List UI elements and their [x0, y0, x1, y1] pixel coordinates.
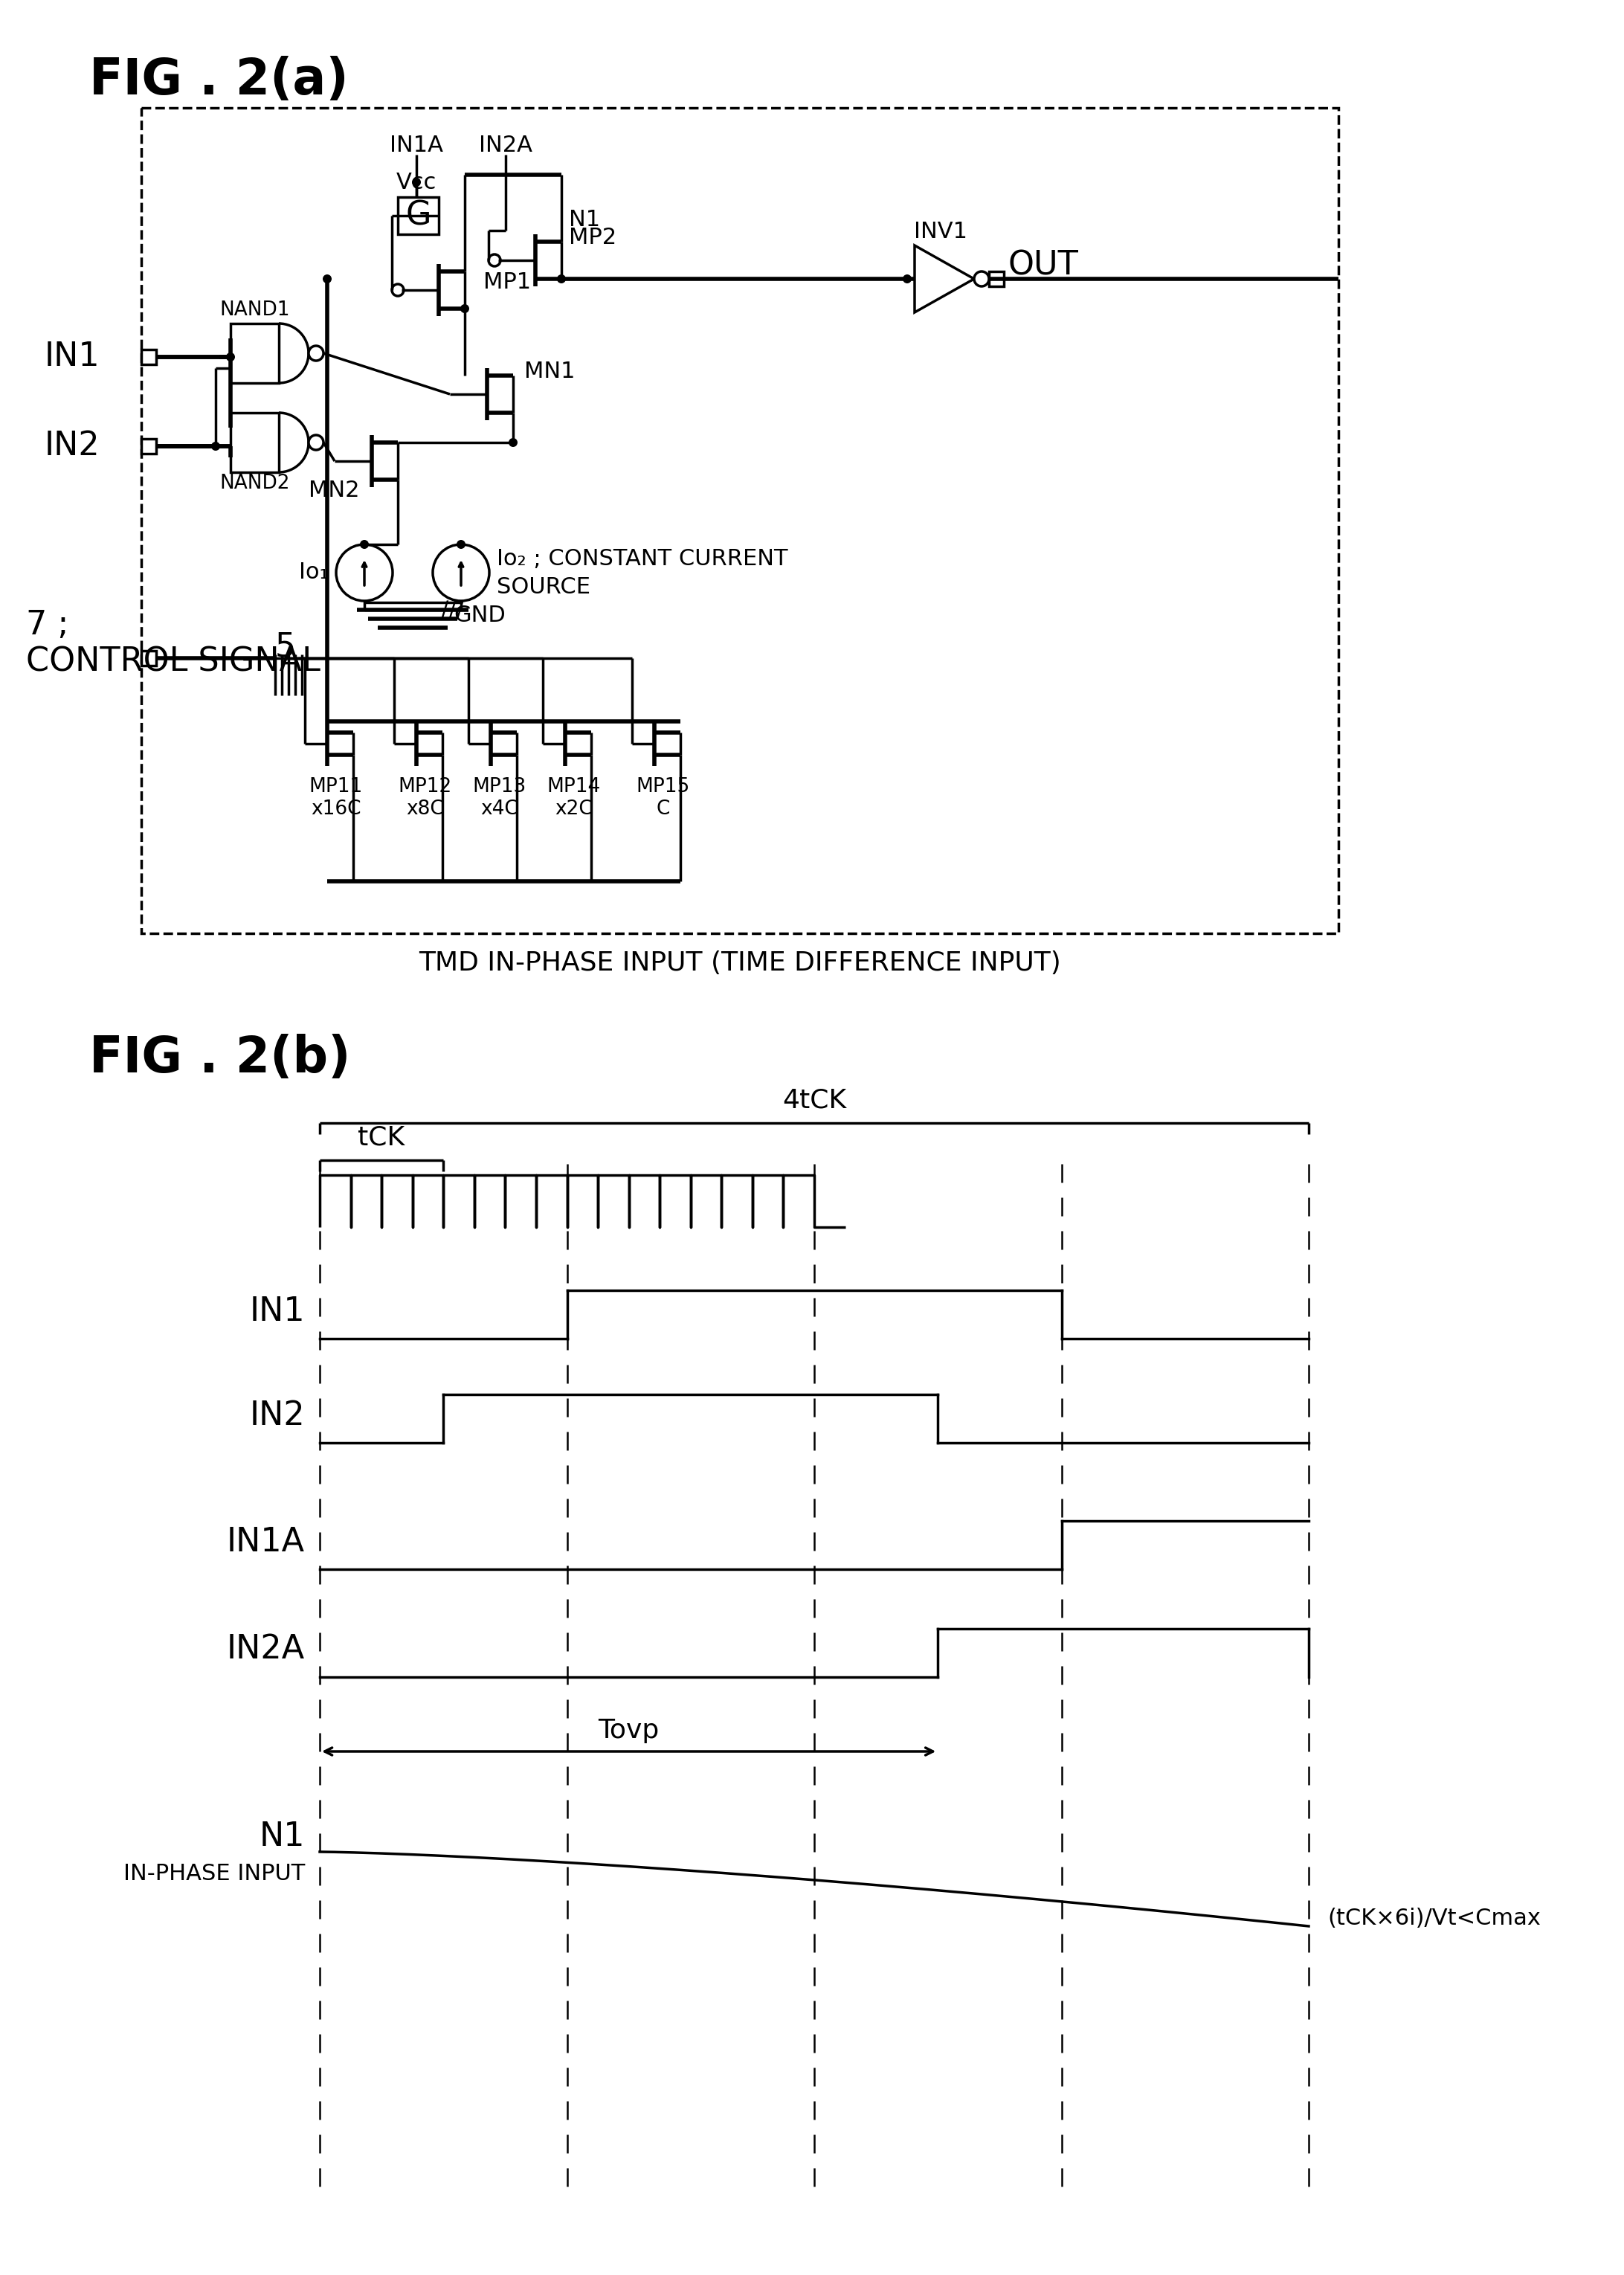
Text: x16C: x16C	[312, 799, 361, 819]
Bar	[989, 271, 1004, 287]
Bar	[141, 107, 1338, 933]
Bar	[141, 651, 156, 667]
Bar	[141, 439, 156, 453]
Text: MN1: MN1	[525, 362, 575, 382]
Text: 7 ;: 7 ;	[26, 610, 68, 642]
Circle shape	[432, 544, 489, 601]
Text: ∕∕∕: ∕∕∕	[442, 601, 464, 621]
Text: MN2: MN2	[309, 480, 359, 501]
Text: IN2A: IN2A	[479, 134, 533, 155]
Text: SOURCE: SOURCE	[497, 578, 591, 598]
Text: IN1: IN1	[44, 341, 101, 373]
Circle shape	[336, 544, 393, 601]
Text: MP1: MP1	[484, 271, 531, 293]
Circle shape	[211, 441, 221, 450]
Text: FIG . 2(b): FIG . 2(b)	[89, 1033, 351, 1083]
Text: C: C	[656, 799, 671, 819]
Bar	[231, 412, 279, 473]
Text: N1: N1	[260, 1820, 305, 1852]
Text: IN1A: IN1A	[227, 1527, 305, 1558]
Text: IN2: IN2	[44, 430, 101, 462]
Text: (tCK×6i)/Vt<Cmax: (tCK×6i)/Vt<Cmax	[1327, 1909, 1541, 1929]
Text: OUT: OUT	[1007, 250, 1078, 282]
Circle shape	[557, 275, 565, 284]
Text: Io₂ ; CONSTANT CURRENT: Io₂ ; CONSTANT CURRENT	[497, 548, 788, 571]
Text: TMD IN-PHASE INPUT (TIME DIFFERENCE INPUT): TMD IN-PHASE INPUT (TIME DIFFERENCE INPU…	[419, 951, 1060, 976]
Circle shape	[412, 177, 421, 187]
Text: MP11: MP11	[309, 778, 364, 796]
Text: NAND2: NAND2	[219, 473, 289, 494]
Text: NAND1: NAND1	[219, 300, 289, 321]
Bar	[141, 350, 156, 364]
Text: Io₁: Io₁	[299, 562, 328, 582]
Text: x4C: x4C	[481, 799, 518, 819]
Text: 5: 5	[274, 630, 296, 662]
Text: MP12: MP12	[398, 778, 451, 796]
Circle shape	[508, 439, 518, 446]
Circle shape	[489, 255, 500, 266]
Text: tCK: tCK	[357, 1126, 404, 1151]
Circle shape	[974, 271, 989, 287]
Text: IN-PHASE INPUT: IN-PHASE INPUT	[123, 1863, 305, 1886]
Text: MP13: MP13	[473, 778, 526, 796]
Circle shape	[309, 346, 323, 362]
Circle shape	[456, 539, 466, 548]
Text: CONTROL SIGNAL: CONTROL SIGNAL	[26, 646, 320, 678]
Text: 4tCK: 4tCK	[783, 1087, 846, 1112]
Text: x8C: x8C	[406, 799, 445, 819]
Circle shape	[361, 539, 369, 548]
Text: FIG . 2(a): FIG . 2(a)	[89, 57, 349, 105]
Text: MP14: MP14	[547, 778, 601, 796]
Circle shape	[903, 275, 911, 284]
Text: x2C: x2C	[555, 799, 593, 819]
Bar	[398, 198, 438, 234]
Bar	[231, 323, 279, 382]
Text: IN2A: IN2A	[227, 1633, 305, 1665]
Text: MP2: MP2	[568, 228, 617, 248]
Circle shape	[391, 284, 404, 296]
Circle shape	[323, 275, 331, 284]
Text: G: G	[406, 200, 430, 232]
Text: GND: GND	[453, 605, 505, 626]
Text: Tovp: Tovp	[598, 1718, 659, 1743]
Circle shape	[309, 435, 323, 450]
Text: MP15: MP15	[637, 778, 690, 796]
Text: IN2: IN2	[250, 1399, 305, 1431]
Text: INV1: INV1	[914, 221, 968, 243]
Circle shape	[226, 353, 235, 362]
Circle shape	[460, 305, 469, 314]
Text: IN1: IN1	[250, 1294, 305, 1326]
Text: N1: N1	[568, 209, 601, 230]
Text: IN1A: IN1A	[390, 134, 443, 155]
Text: Vcc: Vcc	[396, 171, 437, 193]
